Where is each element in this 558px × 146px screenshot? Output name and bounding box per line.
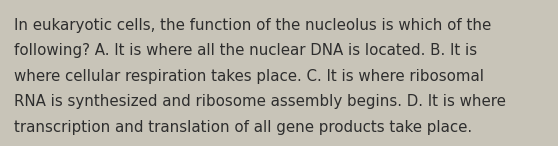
Text: transcription and translation of all gene products take place.: transcription and translation of all gen…	[14, 120, 472, 135]
Text: In eukaryotic cells, the function of the nucleolus is which of the: In eukaryotic cells, the function of the…	[14, 18, 491, 33]
Text: where cellular respiration takes place. C. It is where ribosomal: where cellular respiration takes place. …	[14, 69, 484, 84]
Text: RNA is synthesized and ribosome assembly begins. D. It is where: RNA is synthesized and ribosome assembly…	[14, 94, 506, 109]
Text: following? A. It is where all the nuclear DNA is located. B. It is: following? A. It is where all the nuclea…	[14, 43, 477, 58]
